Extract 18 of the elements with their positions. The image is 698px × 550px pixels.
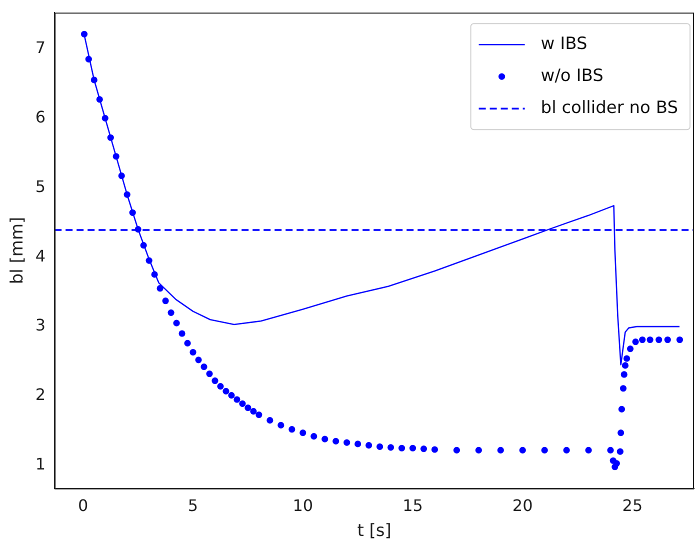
y-tick-label: 6 <box>35 107 46 126</box>
y-tick-label: 5 <box>35 176 46 196</box>
legend-label: bl collider no BS <box>540 98 678 118</box>
x-axis-title: t [s] <box>357 521 392 542</box>
y-tick-label: 3 <box>35 316 46 335</box>
y-axis-title: bl [mm] <box>8 216 28 284</box>
y-tick-label: 7 <box>35 38 46 57</box>
x-tick-label: 0 <box>78 496 88 516</box>
x-tick-label: 15 <box>402 496 423 516</box>
legend-label: w/o IBS <box>540 66 604 86</box>
x-tick-label: 5 <box>188 496 198 516</box>
y-tick-label: 2 <box>35 385 46 404</box>
x-tick-label: 20 <box>512 496 533 516</box>
x-tick-label: 10 <box>292 496 314 516</box>
legend-label: w IBS <box>540 34 588 54</box>
y-tick-label: 1 <box>35 454 46 474</box>
y-tick-label: 4 <box>35 246 46 266</box>
x-tick-label: 25 <box>622 496 643 516</box>
